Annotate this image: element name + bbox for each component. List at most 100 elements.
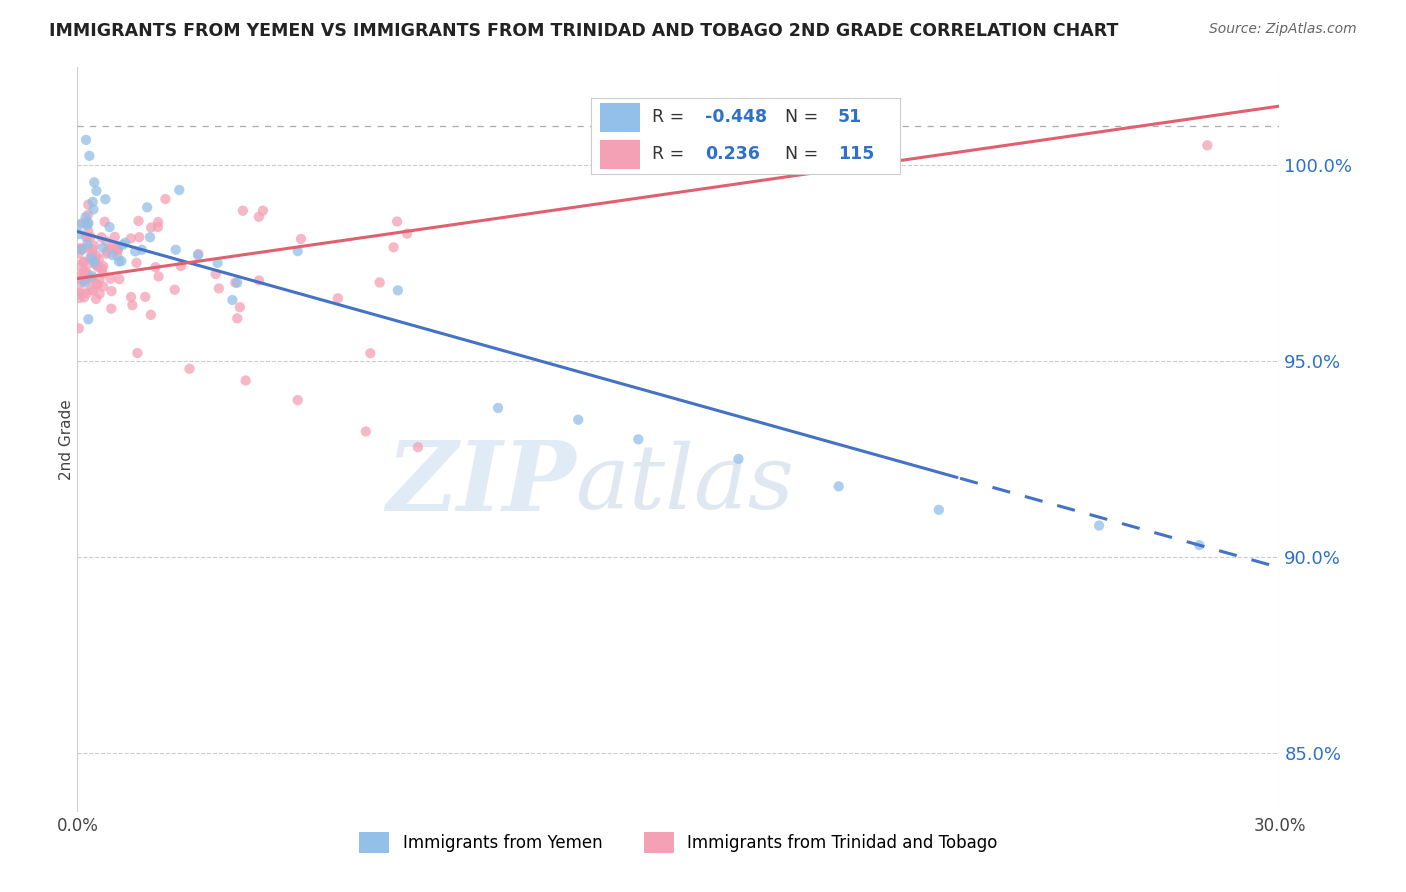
Point <box>67 246 90 260</box>
Point <box>91 279 114 293</box>
Point <box>727 451 749 466</box>
Y-axis label: 2nd Grade: 2nd Grade <box>59 399 73 480</box>
Point <box>69 285 91 299</box>
Point <box>77 208 100 222</box>
Point <box>86 184 108 198</box>
Point <box>136 200 159 214</box>
Point <box>387 284 409 298</box>
Point <box>77 312 100 326</box>
Point <box>108 272 131 286</box>
Point <box>146 219 169 234</box>
Point <box>77 216 100 230</box>
Point <box>73 290 96 304</box>
Point <box>114 235 136 250</box>
Point <box>75 265 97 279</box>
Point <box>1197 138 1219 153</box>
Point <box>105 242 128 256</box>
Point <box>1188 538 1211 552</box>
Point <box>167 183 190 197</box>
Point <box>70 243 93 257</box>
Point <box>82 202 104 217</box>
Point <box>100 301 122 316</box>
Point <box>107 243 129 257</box>
Text: N =: N = <box>786 145 824 163</box>
Text: Source: ZipAtlas.com: Source: ZipAtlas.com <box>1209 22 1357 37</box>
Point <box>128 214 150 228</box>
Point <box>82 243 104 257</box>
Point <box>229 300 252 314</box>
Point <box>72 242 94 256</box>
Point <box>100 284 122 298</box>
Point <box>83 175 105 189</box>
Point <box>91 261 114 276</box>
Point <box>87 260 110 274</box>
Point <box>79 230 101 244</box>
Point <box>77 241 100 255</box>
Point <box>105 241 128 255</box>
Point <box>127 346 149 360</box>
Text: 0.236: 0.236 <box>704 145 759 163</box>
Point <box>111 237 134 252</box>
Point <box>84 292 107 306</box>
Point <box>290 232 312 246</box>
Point <box>124 244 146 259</box>
Point <box>396 227 419 241</box>
Point <box>84 248 107 262</box>
Text: N =: N = <box>786 109 824 127</box>
Point <box>73 272 96 286</box>
Point <box>75 133 97 147</box>
Point <box>928 503 950 517</box>
Point <box>73 269 96 284</box>
Point <box>79 149 101 163</box>
Text: 51: 51 <box>838 109 862 127</box>
Point <box>91 267 114 281</box>
Point <box>72 273 94 287</box>
Point <box>187 247 209 261</box>
Point <box>104 230 127 244</box>
Point <box>94 192 117 206</box>
Point <box>76 231 98 245</box>
Point <box>120 290 142 304</box>
Point <box>73 254 96 268</box>
Text: atlas: atlas <box>576 441 796 527</box>
Point <box>67 259 90 273</box>
Point <box>77 256 100 270</box>
Point <box>96 246 118 260</box>
Point <box>354 425 377 439</box>
Text: 115: 115 <box>838 145 875 163</box>
Point <box>101 242 124 256</box>
Point <box>148 269 170 284</box>
Point <box>567 413 589 427</box>
Point <box>165 243 187 257</box>
Point <box>100 271 122 285</box>
Point <box>75 210 97 224</box>
Point <box>79 283 101 297</box>
Text: ZIP: ZIP <box>387 437 576 531</box>
Point <box>67 271 90 285</box>
Point <box>105 249 128 263</box>
Point <box>125 256 148 270</box>
Point <box>326 291 349 305</box>
Point <box>101 241 124 255</box>
Point <box>96 244 118 259</box>
Point <box>226 311 249 326</box>
Point <box>67 321 90 335</box>
Point <box>84 257 107 271</box>
Point <box>86 277 108 292</box>
Point <box>247 210 270 224</box>
Text: R =: R = <box>652 145 690 163</box>
Point <box>89 272 111 286</box>
Text: IMMIGRANTS FROM YEMEN VS IMMIGRANTS FROM TRINIDAD AND TOBAGO 2ND GRADE CORRELATI: IMMIGRANTS FROM YEMEN VS IMMIGRANTS FROM… <box>49 22 1119 40</box>
Point <box>107 244 129 258</box>
Point <box>98 220 121 235</box>
Point <box>84 254 107 268</box>
Point <box>170 259 193 273</box>
Point <box>179 361 201 376</box>
Point <box>76 218 98 232</box>
Point <box>83 238 105 252</box>
Point <box>226 276 249 290</box>
Point <box>207 256 229 270</box>
Bar <box>600 103 640 132</box>
Text: -0.448: -0.448 <box>704 109 768 127</box>
Point <box>232 203 254 218</box>
